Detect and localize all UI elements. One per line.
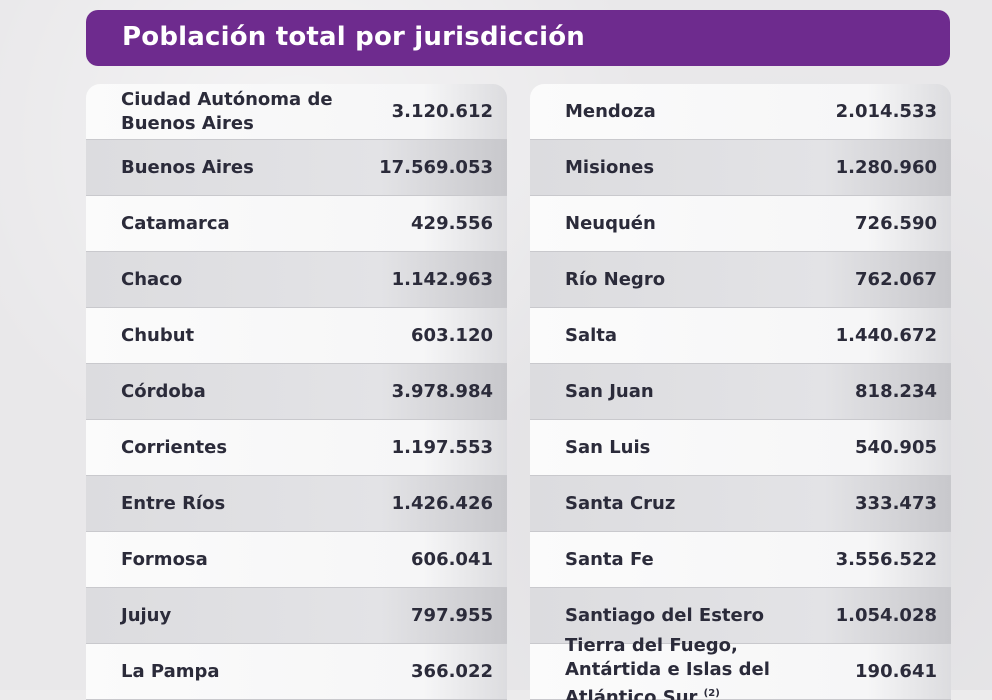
table-row: San Luis 540.905 xyxy=(530,420,951,476)
jurisdiction-name: Jujuy xyxy=(121,604,171,628)
table-row: San Juan 818.234 xyxy=(530,364,951,420)
population-value: 762.067 xyxy=(855,269,937,290)
table-row: Jujuy 797.955 xyxy=(86,588,507,644)
table-row: Buenos Aires 17.569.053 xyxy=(86,140,507,196)
table-row: Chaco 1.142.963 xyxy=(86,252,507,308)
population-value: 1.142.963 xyxy=(392,269,493,290)
population-value: 3.120.612 xyxy=(392,101,493,122)
table-row: Formosa 606.041 xyxy=(86,532,507,588)
population-value: 606.041 xyxy=(411,549,493,570)
population-value: 1.426.426 xyxy=(392,493,493,514)
table-row: Neuquén 726.590 xyxy=(530,196,951,252)
jurisdiction-name: Formosa xyxy=(121,548,208,572)
page-title: Población total por jurisdicción xyxy=(86,10,950,66)
population-value: 540.905 xyxy=(855,437,937,458)
table-row: Salta 1.440.672 xyxy=(530,308,951,364)
footnote-marker: (2) xyxy=(704,688,720,699)
population-value: 1.197.553 xyxy=(392,437,493,458)
jurisdiction-name: Entre Ríos xyxy=(121,492,225,516)
jurisdiction-name: Santa Cruz xyxy=(565,492,675,516)
table-row: Santa Cruz 333.473 xyxy=(530,476,951,532)
jurisdiction-name: La Pampa xyxy=(121,660,220,684)
jurisdiction-name: Misiones xyxy=(565,156,654,180)
population-value: 797.955 xyxy=(411,605,493,626)
population-value: 366.022 xyxy=(411,661,493,682)
jurisdiction-name: Río Negro xyxy=(565,268,665,292)
population-value: 429.556 xyxy=(411,213,493,234)
population-value: 726.590 xyxy=(855,213,937,234)
table-row: Misiones 1.280.960 xyxy=(530,140,951,196)
jurisdiction-name: San Juan xyxy=(565,380,654,404)
jurisdiction-name: Salta xyxy=(565,324,617,348)
population-value: 1.054.028 xyxy=(836,605,937,626)
population-value: 3.978.984 xyxy=(392,381,493,402)
population-value: 1.440.672 xyxy=(836,325,937,346)
population-value: 190.641 xyxy=(855,661,937,682)
table-row: Entre Ríos 1.426.426 xyxy=(86,476,507,532)
table-row: Corrientes 1.197.553 xyxy=(86,420,507,476)
population-value: 818.234 xyxy=(855,381,937,402)
table-row: Santa Fe 3.556.522 xyxy=(530,532,951,588)
table-row: Río Negro 762.067 xyxy=(530,252,951,308)
jurisdiction-name: Tierra del Fuego, Antártida e Islas del … xyxy=(565,634,835,700)
jurisdiction-name: Catamarca xyxy=(121,212,230,236)
jurisdiction-name: Chubut xyxy=(121,324,194,348)
table-row: Chubut 603.120 xyxy=(86,308,507,364)
jurisdiction-name: Corrientes xyxy=(121,436,227,460)
table-row: Mendoza 2.014.533 xyxy=(530,84,951,140)
population-value: 333.473 xyxy=(855,493,937,514)
jurisdiction-name: Córdoba xyxy=(121,380,206,404)
population-value: 17.569.053 xyxy=(379,157,493,178)
jurisdiction-name: Buenos Aires xyxy=(121,156,254,180)
population-value: 1.280.960 xyxy=(836,157,937,178)
table-row: La Pampa 366.022 xyxy=(86,644,507,700)
jurisdiction-name: Neuquén xyxy=(565,212,656,236)
jurisdiction-name: Mendoza xyxy=(565,100,656,124)
jurisdiction-name: Santiago del Estero xyxy=(565,604,764,628)
jurisdiction-name: San Luis xyxy=(565,436,650,460)
population-table-right: Mendoza 2.014.533 Misiones 1.280.960 Neuquén… xyxy=(530,84,951,700)
population-value: 2.014.533 xyxy=(836,101,937,122)
table-row: Catamarca 429.556 xyxy=(86,196,507,252)
population-value: 3.556.522 xyxy=(836,549,937,570)
table-row: Córdoba 3.978.984 xyxy=(86,364,507,420)
population-value: 603.120 xyxy=(411,325,493,346)
jurisdiction-name: Santa Fe xyxy=(565,548,654,572)
jurisdiction-name: Chaco xyxy=(121,268,182,292)
jurisdiction-name: Ciudad Autónoma de Buenos Aires xyxy=(121,88,391,136)
table-row: Tierra del Fuego, Antártida e Islas del … xyxy=(530,644,951,700)
